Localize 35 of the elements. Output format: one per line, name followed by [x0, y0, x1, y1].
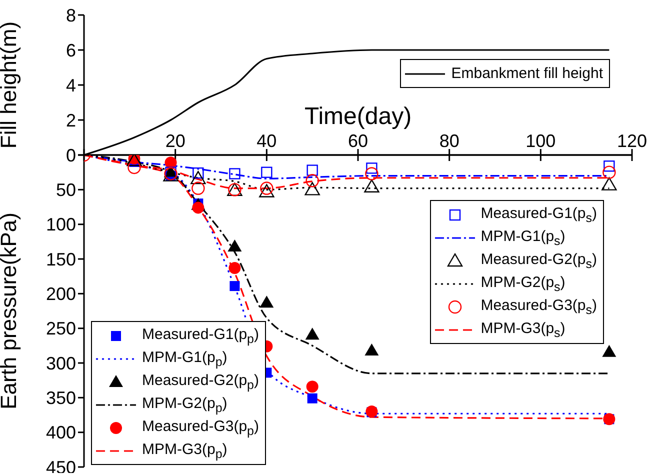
y-tick-label: 8	[66, 5, 76, 26]
y-tick-label: 4	[66, 75, 76, 96]
y-tick-label: 400	[46, 422, 76, 443]
legend-label: Measured-G1(p$_{p}$)	[142, 326, 259, 346]
y-tick-label: 150	[46, 249, 76, 270]
legend-label: MPM-G2(p$_{p}$)	[142, 394, 228, 414]
y-tick-label: 50	[56, 180, 76, 200]
x-tick-label: 100	[526, 131, 556, 151]
legend-label: Measured-G2(p$_{s}$)	[480, 250, 597, 270]
x-tick-label: 40	[256, 131, 277, 151]
legend-label: Measured-G1(p$_{s}$)	[480, 204, 597, 224]
y-axis-title: Fill height(m)	[0, 21, 21, 149]
legend-label: Measured-G2(p$_{p}$)	[142, 372, 259, 392]
legend-label: Measured-G3(p$_{p}$)	[142, 418, 259, 438]
y-tick-label: 350	[46, 388, 76, 408]
legend-label: Measured-G3(p$_{s}$)	[480, 296, 597, 316]
legend-label: MPM-G2(p$_{s}$)	[480, 274, 566, 294]
y-axis-title: Earth pressure(kPa)	[0, 212, 21, 410]
legend-label: MPM-G1(p$_{s}$)	[480, 228, 566, 248]
x-tick-label: 80	[439, 131, 460, 151]
y-tick-label: 6	[66, 40, 76, 60]
y-tick-label: 300	[46, 353, 76, 374]
y-tick-label: 2	[66, 110, 76, 130]
x-tick-label: 60	[348, 131, 368, 151]
x-tick-label: 20	[165, 131, 186, 151]
legend-label: Embankment fill height	[451, 65, 603, 82]
x-tick-label: 120	[616, 131, 647, 151]
y-tick-label: 100	[46, 214, 76, 235]
legend-label: MPM-G1(p$_{p}$)	[142, 348, 228, 368]
y-tick-label: 200	[46, 284, 76, 304]
y-tick-label: 250	[46, 318, 76, 339]
y-tick-label: 0	[66, 145, 76, 166]
x-axis-title: Time(day)	[303, 103, 413, 131]
legend-label: MPM-G3(p$_{s}$)	[480, 320, 566, 340]
legend-label: MPM-G3(p$_{p}$)	[142, 440, 228, 460]
